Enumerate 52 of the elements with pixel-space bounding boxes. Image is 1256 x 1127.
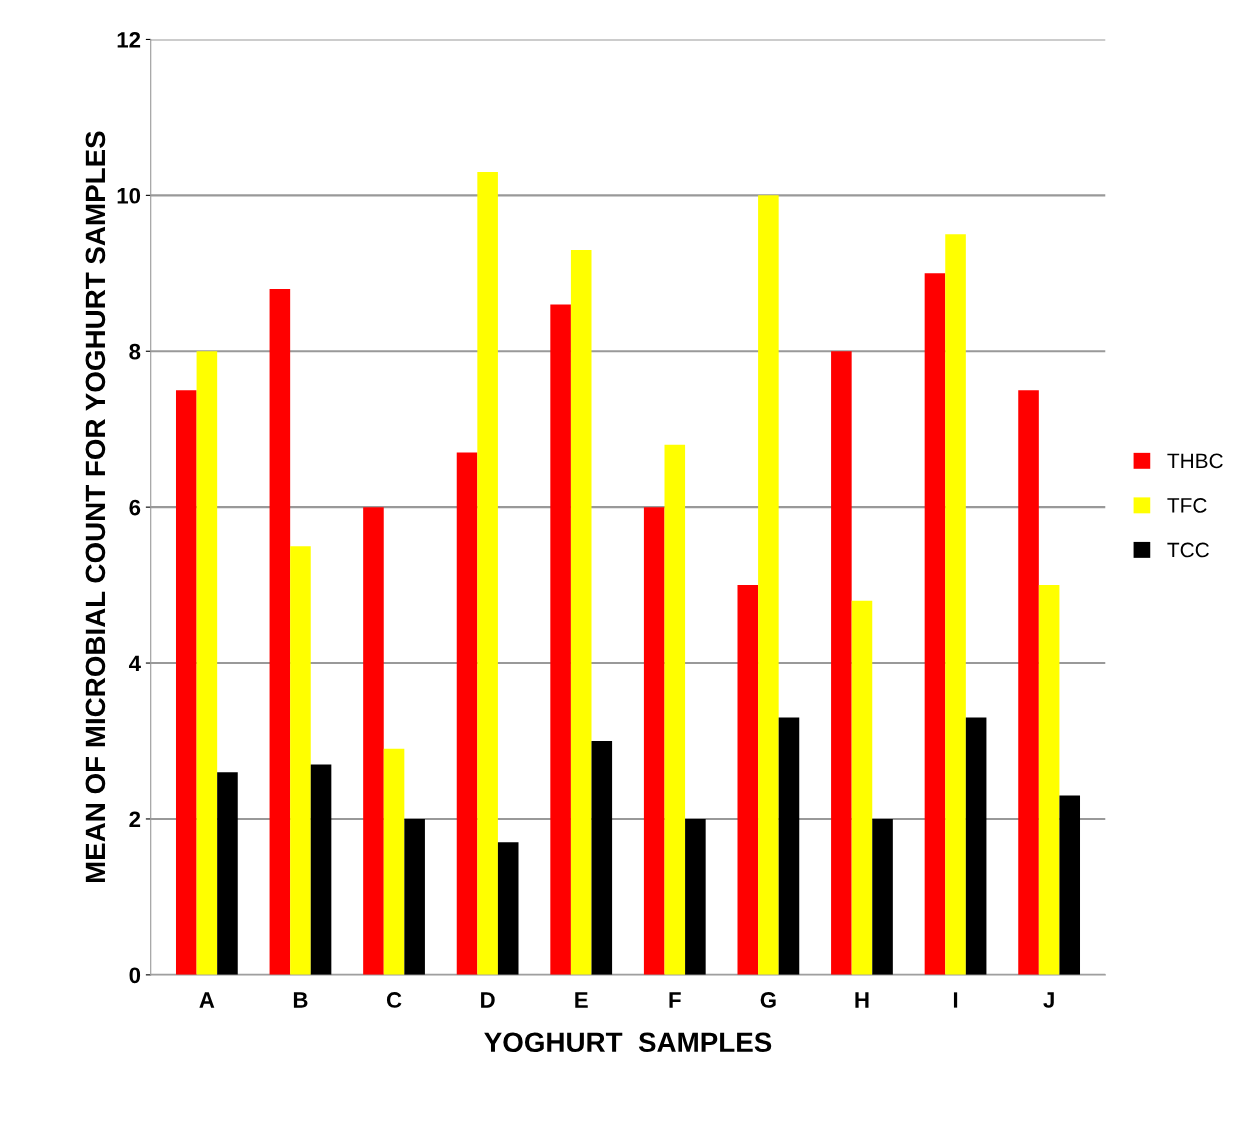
legend-label: THBC [1167,453,1223,469]
y-tick-label: 0 [129,967,141,984]
x-tick-label: G [760,992,776,1008]
bar [924,273,946,975]
y-tick-label: 12 [117,31,141,48]
bar [404,818,425,975]
bar [477,171,498,975]
legend-label: TCC [1167,542,1209,558]
bar [269,288,291,975]
x-tick-label: D [481,992,495,1008]
bar [737,585,759,975]
bar [1038,585,1060,975]
y-tick-label: 6 [129,499,141,516]
y-tick-label: 10 [117,187,141,204]
y-axis-title: MEAN OF MICROBIAL COUNT FOR YOGHURT SAMPLES [85,131,106,883]
bar [1059,795,1081,975]
bar [945,234,966,975]
bar [497,842,519,975]
x-axis-title: YOGHURT SAMPLES [484,1032,772,1053]
x-tick-label: A [199,992,215,1008]
bar [383,748,405,975]
x-tick-label: H [855,992,869,1008]
bar [685,818,706,975]
y-tick-label: 8 [129,343,141,360]
bar [831,351,852,975]
x-tick-label: E [575,992,588,1008]
bar [778,717,800,975]
legend-label: TFC [1167,498,1207,513]
x-tick-label: B [293,992,308,1008]
x-tick-label: C [386,992,402,1008]
x-tick-label: F [669,992,681,1008]
y-tick-label: 4 [128,655,141,672]
bar [965,717,987,975]
bar [456,452,478,975]
bar [591,741,613,975]
y-tick-label: 2 [129,811,141,828]
bar [550,304,571,975]
x-tick-label: J [1043,992,1054,1008]
bar [758,195,779,975]
bar [851,600,873,975]
bar [1018,390,1039,975]
bar [290,546,311,975]
bar [872,818,893,975]
bar [175,390,197,975]
bar [570,249,592,975]
bar [363,507,384,975]
bar [643,507,665,975]
bar [217,772,238,975]
bar [310,764,332,975]
x-tick-label: I [953,992,958,1008]
bar [664,444,686,975]
bar [196,351,218,975]
